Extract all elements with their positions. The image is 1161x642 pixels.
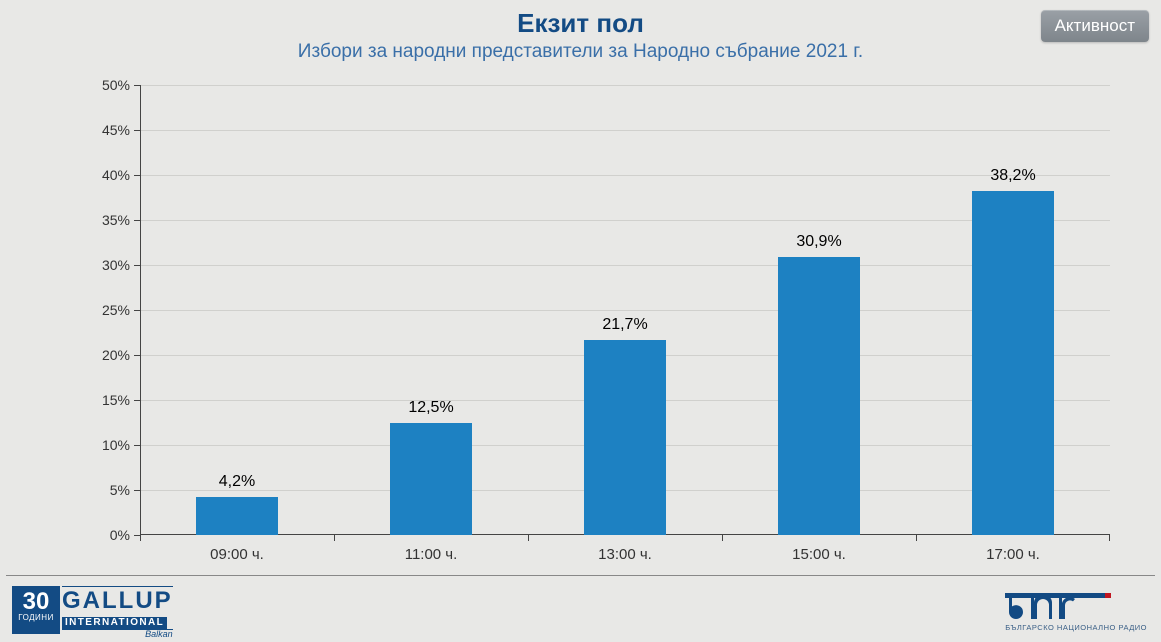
y-axis-label: 25% — [102, 302, 140, 318]
bnr-icon — [1005, 587, 1115, 621]
gallup-text-bot: Balkan — [62, 629, 173, 639]
activity-badge[interactable]: Активност — [1041, 10, 1149, 42]
y-axis — [140, 85, 141, 535]
bar — [972, 191, 1053, 535]
grid-line — [140, 310, 1110, 311]
y-axis-label: 35% — [102, 212, 140, 228]
gallup-logo: GALLUP INTERNATIONAL Balkan — [62, 586, 173, 634]
y-axis-label: 10% — [102, 437, 140, 453]
bar — [778, 257, 859, 535]
gallup-text-top: GALLUP — [62, 586, 173, 613]
chart-title: Екзит пол — [0, 8, 1161, 39]
grid-line — [140, 265, 1110, 266]
y-axis-label: 15% — [102, 392, 140, 408]
chart-plot-area: 0%5%10%15%20%25%30%35%40%45%50%4,2%09:00… — [140, 85, 1110, 535]
grid-line — [140, 130, 1110, 131]
chart-subtitle: Избори за народни представители за Народ… — [0, 41, 1161, 63]
bar-value-label: 21,7% — [602, 316, 647, 334]
grid-line — [140, 85, 1110, 86]
bnr-subtext: БЪЛГАРСКО НАЦИОНАЛНО РАДИО — [1005, 623, 1147, 632]
chart-titles: Екзит пол Избори за народни представител… — [0, 0, 1161, 63]
x-tick — [140, 535, 141, 541]
x-axis-label: 13:00 ч. — [598, 546, 652, 563]
x-axis-label: 15:00 ч. — [792, 546, 846, 563]
y-axis-label: 0% — [110, 527, 140, 543]
logo-years-word: ГОДИНИ — [12, 614, 60, 622]
y-axis-label: 40% — [102, 167, 140, 183]
y-axis-label: 50% — [102, 77, 140, 93]
grid-line — [140, 175, 1110, 176]
x-tick — [528, 535, 529, 541]
bar-value-label: 30,9% — [796, 233, 841, 251]
x-tick — [916, 535, 917, 541]
bar-value-label: 12,5% — [408, 399, 453, 417]
footer-left-logo: 30 ГОДИНИ GALLUP INTERNATIONAL Balkan — [12, 586, 173, 634]
bar — [390, 423, 471, 536]
logo-years-number: 30 — [12, 590, 60, 614]
grid-line — [140, 220, 1110, 221]
y-axis-label: 5% — [110, 482, 140, 498]
bar — [584, 340, 665, 535]
x-axis-label: 11:00 ч. — [405, 546, 458, 563]
logo-30-years: 30 ГОДИНИ — [12, 586, 60, 634]
y-axis-label: 45% — [102, 122, 140, 138]
x-axis-label: 17:00 ч. — [986, 546, 1040, 563]
x-tick — [722, 535, 723, 541]
bar-value-label: 38,2% — [990, 167, 1035, 185]
y-axis-label: 30% — [102, 257, 140, 273]
x-tick — [334, 535, 335, 541]
bnr-logo: БЪЛГАРСКО НАЦИОНАЛНО РАДИО — [1005, 587, 1147, 632]
footer-divider — [6, 575, 1155, 576]
chart-container: Активност Екзит пол Избори за народни пр… — [0, 0, 1161, 642]
bar — [196, 497, 277, 535]
gallup-text-mid: INTERNATIONAL — [62, 617, 167, 629]
x-axis-label: 09:00 ч. — [210, 546, 264, 563]
y-axis-label: 20% — [102, 347, 140, 363]
bar-value-label: 4,2% — [219, 473, 255, 491]
x-tick — [1109, 535, 1110, 541]
